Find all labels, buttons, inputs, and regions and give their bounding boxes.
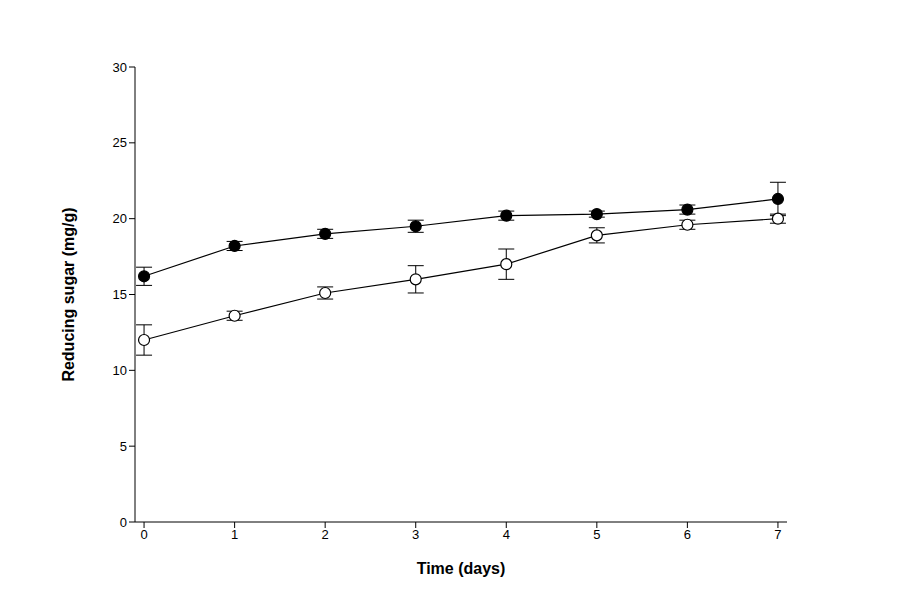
- svg-text:Reducing sugar (mg/g): Reducing sugar (mg/g): [60, 207, 77, 381]
- svg-text:Time (days): Time (days): [417, 560, 506, 577]
- svg-text:0: 0: [120, 515, 127, 530]
- svg-text:5: 5: [593, 527, 600, 542]
- svg-text:30: 30: [113, 60, 127, 75]
- svg-text:3: 3: [412, 527, 419, 542]
- svg-text:15: 15: [113, 287, 127, 302]
- svg-text:0: 0: [140, 527, 147, 542]
- svg-text:1: 1: [231, 527, 238, 542]
- svg-text:6: 6: [684, 527, 691, 542]
- svg-text:25: 25: [113, 135, 127, 150]
- svg-text:20: 20: [113, 211, 127, 226]
- svg-text:5: 5: [120, 439, 127, 454]
- svg-text:2: 2: [322, 527, 329, 542]
- svg-text:4: 4: [503, 527, 510, 542]
- svg-text:7: 7: [774, 527, 781, 542]
- svg-text:10: 10: [113, 363, 127, 378]
